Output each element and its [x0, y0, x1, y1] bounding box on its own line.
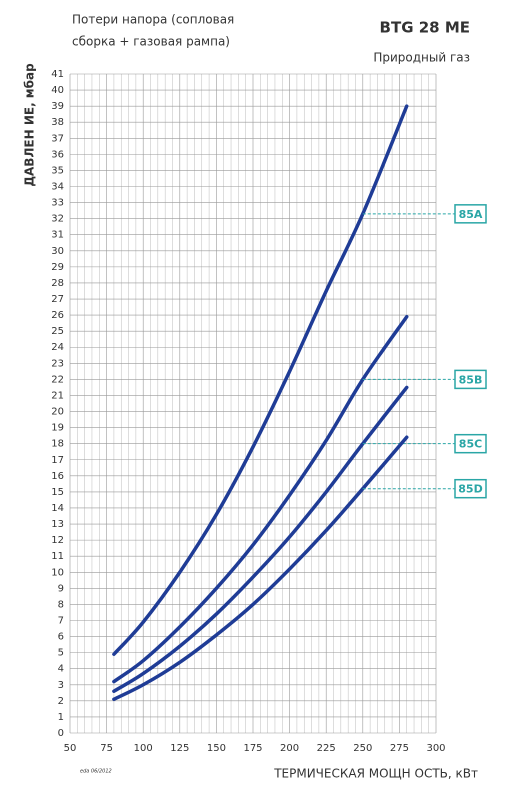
label-box — [454, 369, 487, 390]
y-tick-label: 7 — [58, 615, 64, 626]
y-tick-label: 41 — [51, 69, 64, 80]
series-line — [112, 314, 409, 684]
label-box — [454, 204, 487, 224]
y-tick-label: 12 — [51, 535, 64, 546]
y-tick-label: 40 — [51, 85, 64, 96]
y-tick-label: 0 — [58, 728, 64, 739]
y-tick-label: 23 — [51, 358, 64, 369]
label-box — [454, 433, 487, 454]
y-tick-label: 25 — [51, 326, 64, 337]
x-tick-label: 150 — [207, 743, 226, 754]
y-tick-label: 30 — [51, 246, 64, 257]
y-tick-label: 20 — [51, 407, 64, 418]
y-tick-label: 24 — [51, 342, 64, 353]
series-line — [112, 104, 409, 656]
y-tick-label: 28 — [51, 278, 64, 289]
y-tick-label: 31 — [51, 230, 64, 241]
x-tick-label: 275 — [390, 743, 409, 754]
y-tick-label: 21 — [51, 390, 64, 401]
subtitle: Потери напора (сопловая — [72, 13, 234, 27]
y-tick-label: 34 — [51, 182, 64, 193]
y-tick-label: 17 — [51, 455, 64, 466]
legend-label: 85D — [458, 483, 482, 496]
y-tick-label: 11 — [51, 551, 64, 562]
y-tick-label: 19 — [51, 423, 64, 434]
y-tick-label: 27 — [51, 294, 64, 305]
label-box — [454, 478, 487, 499]
y-tick-label: 32 — [51, 214, 64, 225]
y-tick-label: 2 — [58, 696, 64, 707]
y-tick-label: 26 — [51, 310, 64, 321]
y-tick-label: 39 — [51, 101, 64, 112]
y-tick-label: 10 — [51, 567, 64, 578]
x-axis-label: ТЕРМИЧЕСКАЯ МОЩН ОСТЬ, кВт — [273, 767, 478, 781]
y-tick-label: 22 — [51, 374, 64, 385]
y-tick-label: 18 — [51, 439, 64, 450]
y-tick-label: 5 — [58, 648, 64, 659]
y-axis-label: ДАВЛЕН ИЕ, мбар — [23, 63, 37, 187]
y-tick-label: 3 — [58, 680, 64, 691]
fuel-label: Природный газ — [373, 51, 470, 65]
y-tick-label: 4 — [58, 664, 64, 675]
y-tick-label: 33 — [51, 198, 64, 209]
x-tick-label: 300 — [426, 743, 445, 754]
y-tick-label: 8 — [58, 599, 64, 610]
series-line — [112, 435, 409, 701]
y-tick-label: 13 — [51, 519, 64, 530]
x-tick-label: 200 — [280, 743, 299, 754]
x-tick-label: 175 — [243, 743, 262, 754]
subtitle: сборка + газовая рампа) — [72, 35, 230, 49]
y-tick-label: 38 — [51, 117, 64, 128]
legend-label: 85C — [459, 438, 482, 451]
y-tick-label: 29 — [51, 262, 64, 273]
y-tick-label: 9 — [58, 583, 64, 594]
y-tick-label: 6 — [58, 632, 64, 643]
y-tick-label: 36 — [51, 149, 64, 160]
y-tick-label: 37 — [51, 133, 64, 144]
x-tick-label: 125 — [170, 743, 189, 754]
y-tick-label: 15 — [51, 487, 64, 498]
x-tick-label: 225 — [317, 743, 336, 754]
chart-title: BTG 28 ME — [380, 19, 470, 37]
y-tick-label: 14 — [51, 503, 64, 514]
x-tick-label: 75 — [100, 743, 113, 754]
legend-label: 85A — [459, 208, 483, 221]
x-tick-label: 100 — [134, 743, 153, 754]
x-tick-label: 50 — [64, 743, 77, 754]
series-line — [112, 385, 409, 693]
y-tick-label: 35 — [51, 165, 64, 176]
y-tick-label: 1 — [58, 712, 64, 723]
y-tick-label: 16 — [51, 471, 64, 482]
footnote: eda 06/2012 — [80, 769, 112, 775]
legend-label: 85B — [459, 373, 483, 386]
x-tick-label: 250 — [353, 743, 372, 754]
